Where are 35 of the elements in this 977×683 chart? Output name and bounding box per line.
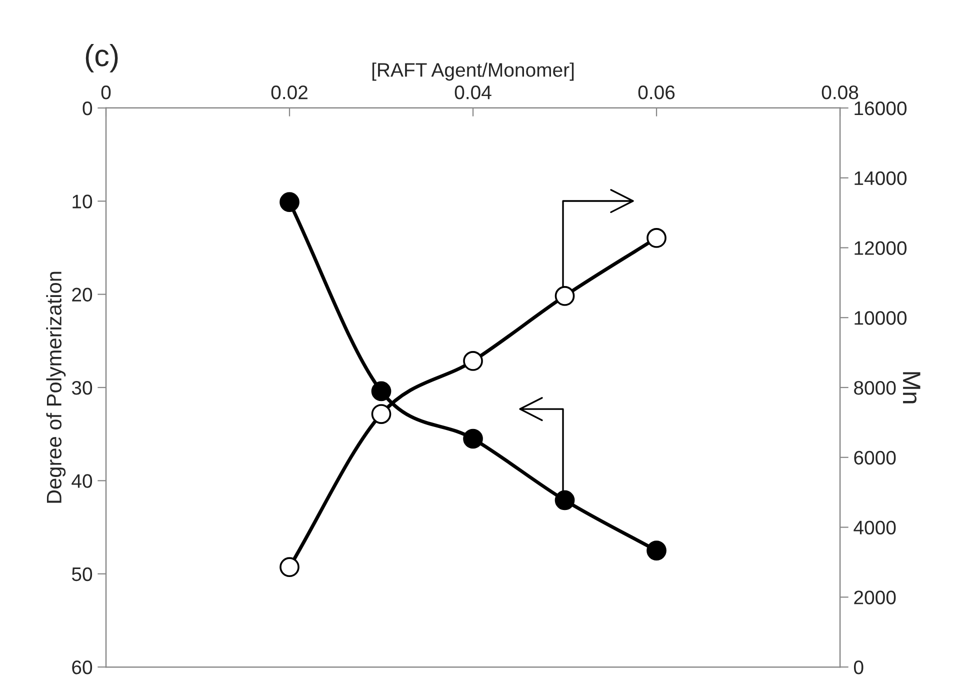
y2-tick-label: 2000 xyxy=(854,590,896,604)
y2-axis-title: Mn xyxy=(903,372,920,404)
point xyxy=(371,381,392,402)
x-tick-label: 0 xyxy=(101,86,111,100)
point xyxy=(280,192,300,212)
y-tick-label: 40 xyxy=(72,474,92,488)
point xyxy=(463,428,483,449)
y-tick-label: 50 xyxy=(72,567,92,582)
y2-tick-label: 4000 xyxy=(854,520,896,534)
y-tick-label: 0 xyxy=(82,101,92,116)
point xyxy=(280,557,300,578)
y-axis-title: Degree of Polymerization xyxy=(46,272,66,503)
point xyxy=(646,540,666,560)
chart-title: (c) xyxy=(86,44,118,72)
y2-tick-label: 6000 xyxy=(854,450,896,465)
point xyxy=(554,490,575,510)
y2-tick-label: 0 xyxy=(854,660,864,674)
y-tick-label: 10 xyxy=(72,194,92,208)
y-tick-label: 30 xyxy=(72,380,92,395)
x-tick-label: 0.04 xyxy=(454,86,492,100)
y-tick-label: 20 xyxy=(72,288,92,302)
x-tick-label: 0.06 xyxy=(638,86,675,100)
point xyxy=(463,351,483,371)
point xyxy=(554,286,575,306)
y2-tick-label: 16000 xyxy=(854,101,907,116)
y2-tick-label: 10000 xyxy=(854,311,907,325)
y2-tick-label: 14000 xyxy=(854,171,907,186)
y-tick-label: 60 xyxy=(72,660,92,674)
x-tick-label: 0.08 xyxy=(822,86,858,100)
point xyxy=(371,404,392,424)
y2-tick-label: 12000 xyxy=(854,241,907,255)
x-axis-title: [RAFT Agent/Monomer] xyxy=(372,62,574,81)
point xyxy=(646,228,666,248)
y2-tick-label: 8000 xyxy=(854,380,896,395)
x-tick-label: 0.02 xyxy=(271,86,308,100)
